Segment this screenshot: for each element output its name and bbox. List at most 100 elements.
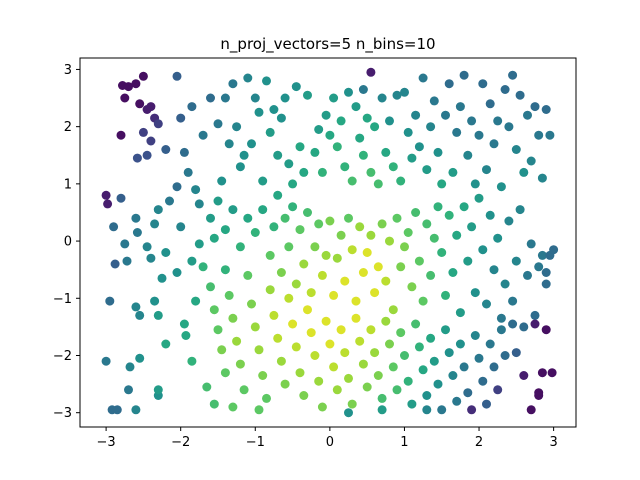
x-tick-label: −2 [171, 435, 190, 450]
chart-title: n_proj_vectors=5 n_bins=10 [220, 35, 435, 54]
scatter-point [489, 265, 499, 275]
scatter-point [332, 253, 342, 263]
scatter-point [541, 279, 551, 289]
scatter-point [317, 167, 327, 177]
scatter-point [314, 125, 324, 134]
scatter-point [120, 239, 130, 249]
scatter-point [280, 379, 290, 389]
scatter-point [332, 385, 342, 395]
scatter-point [347, 245, 357, 255]
scatter-point [418, 73, 428, 83]
scatter-point [362, 113, 372, 123]
scatter-point [172, 268, 182, 277]
scatter-point [124, 385, 133, 395]
y-tick-label: 0 [64, 235, 72, 250]
scatter-point [332, 142, 342, 152]
scatter-point [187, 256, 197, 266]
x-tick-label: 2 [475, 435, 483, 450]
scatter-point [526, 156, 536, 166]
scatter-point [276, 113, 286, 123]
scatter-point [411, 110, 421, 120]
scatter-point [228, 313, 238, 323]
scatter-point [385, 236, 394, 246]
scatter-point [508, 70, 518, 80]
scatter-point [295, 225, 305, 235]
scatter-point [388, 305, 398, 315]
scatter-point [329, 93, 339, 103]
scatter-point [321, 316, 331, 326]
scatter-point [109, 222, 119, 232]
scatter-point [392, 213, 402, 223]
scatter-point [362, 382, 372, 392]
scatter-point [373, 262, 383, 272]
scatter-point [463, 388, 473, 398]
scatter-point [232, 122, 242, 132]
scatter-point [206, 93, 215, 103]
scatter-point [358, 85, 368, 94]
scatter-point [515, 205, 525, 215]
scatter-point [470, 179, 480, 189]
scatter-point [310, 147, 320, 157]
scatter-point [269, 105, 279, 114]
scatter-point [534, 130, 544, 140]
scatter-point [508, 296, 518, 306]
scatter-point [288, 179, 298, 189]
scatter-point [508, 319, 518, 329]
scatter-point [235, 162, 245, 172]
scatter-point [455, 339, 465, 349]
scatter-point [496, 325, 506, 335]
scatter-point [422, 405, 432, 415]
scatter-point [273, 333, 283, 343]
scatter-point [132, 228, 142, 237]
scatter-point [414, 342, 424, 352]
scatter-point [455, 102, 465, 112]
scatter-point [303, 208, 312, 217]
scatter-point [258, 371, 268, 380]
scatter-point [146, 253, 156, 263]
scatter-point [321, 110, 331, 120]
scatter-point [426, 270, 436, 280]
scatter-point [467, 222, 477, 232]
scatter-point [329, 362, 339, 372]
scatter-point [198, 262, 208, 272]
scatter-point [433, 202, 443, 212]
scatter-point [511, 145, 521, 154]
points-layer [101, 67, 559, 418]
scatter-point [482, 399, 491, 409]
scatter-point [224, 290, 234, 300]
scatter-point [373, 371, 383, 380]
scatter-point [452, 230, 462, 240]
scatter-point [441, 290, 450, 300]
scatter-point [224, 139, 234, 149]
scatter-point [209, 233, 219, 243]
scatter-point [217, 345, 227, 355]
scatter-point [213, 325, 223, 335]
scatter-point [541, 325, 551, 335]
scatter-point [288, 202, 298, 212]
scatter-point [351, 296, 361, 306]
scatter-point [120, 93, 130, 103]
x-tick-label: −3 [97, 435, 116, 450]
scatter-point [549, 245, 559, 255]
scatter-point [179, 147, 189, 157]
scatter-point [209, 399, 219, 409]
scatter-point [500, 351, 510, 360]
scatter-point [358, 268, 368, 277]
y-tick-label: −1 [53, 292, 72, 307]
scatter-point [530, 319, 540, 329]
scatter-point [239, 385, 249, 395]
plot-area-frame [79, 57, 577, 428]
scatter-point [351, 313, 361, 323]
scatter-point [314, 376, 324, 386]
scatter-point [448, 268, 458, 277]
scatter-point [187, 102, 197, 112]
scatter-point [366, 230, 376, 240]
scatter-point [474, 130, 484, 140]
scatter-point [299, 259, 309, 269]
scatter-point [172, 71, 182, 81]
scatter-point [470, 331, 480, 340]
scatter-point [183, 167, 193, 177]
scatter-point [103, 199, 113, 209]
scatter-point [519, 322, 529, 332]
scatter-point [388, 162, 398, 172]
